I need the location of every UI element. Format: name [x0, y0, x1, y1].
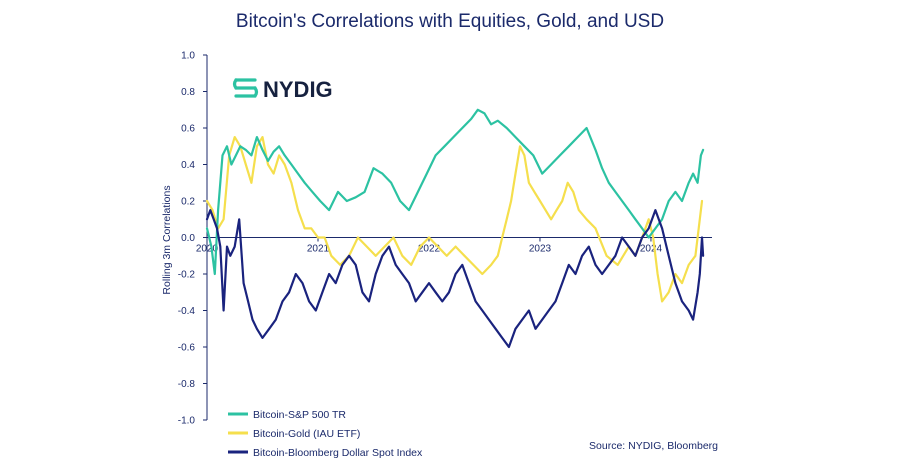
- y-tick-label: 0.2: [181, 197, 195, 208]
- x-tick-label: 2024: [640, 244, 663, 255]
- series-layer: [205, 108, 705, 349]
- y-axis: 1.0 0.8 0.6 0.4 0.2 0.0 -0.2 -0.4 -0.6 -0.8 -1.0: [178, 51, 208, 427]
- y-axis-title: Rolling 3m Correlations: [161, 185, 173, 294]
- x-tick-label: 2023: [529, 244, 552, 255]
- y-tick-label: -1.0: [178, 416, 196, 427]
- y-tick-label: -0.6: [178, 343, 196, 354]
- y-tick-label: 0.4: [181, 160, 195, 171]
- legend-label-sp500: Bitcoin-S&P 500 TR: [253, 409, 346, 421]
- series-line-usd: [205, 209, 705, 349]
- legend-item-usd: Bitcoin-Bloomberg Dollar Spot Index: [228, 447, 423, 459]
- y-tick-label: -0.2: [178, 270, 196, 281]
- y-tick-label: 0.0: [181, 233, 195, 244]
- y-tick-label: 0.6: [181, 124, 195, 135]
- source-note: Source: NYDIG, Bloomberg: [589, 440, 718, 452]
- legend-label-gold: Bitcoin-Gold (IAU ETF): [253, 428, 360, 440]
- series-line-sp500: [205, 108, 705, 276]
- nydig-logo: NYDIG: [232, 77, 333, 102]
- legend-label-usd: Bitcoin-Bloomberg Dollar Spot Index: [253, 447, 423, 459]
- chart-title: Bitcoin's Correlations with Equities, Go…: [236, 11, 664, 32]
- x-tick-label: 2021: [307, 244, 330, 255]
- x-tick-label: 2020: [196, 244, 219, 255]
- nydig-logo-icon: [232, 78, 259, 98]
- nydig-logo-text: NYDIG: [263, 77, 333, 102]
- y-tick-label: 0.8: [181, 87, 195, 98]
- x-tick-label: 2022: [418, 244, 441, 255]
- y-tick-label: -0.8: [178, 379, 196, 390]
- y-tick-label: 1.0: [181, 51, 195, 62]
- x-axis: 2020 2021 2022 2023 2024: [196, 237, 712, 255]
- legend-item-gold: Bitcoin-Gold (IAU ETF): [228, 428, 360, 440]
- legend-item-sp500: Bitcoin-S&P 500 TR: [228, 409, 346, 421]
- y-tick-label: -0.4: [178, 306, 196, 317]
- legend: Bitcoin-S&P 500 TR Bitcoin-Gold (IAU ETF…: [228, 409, 423, 459]
